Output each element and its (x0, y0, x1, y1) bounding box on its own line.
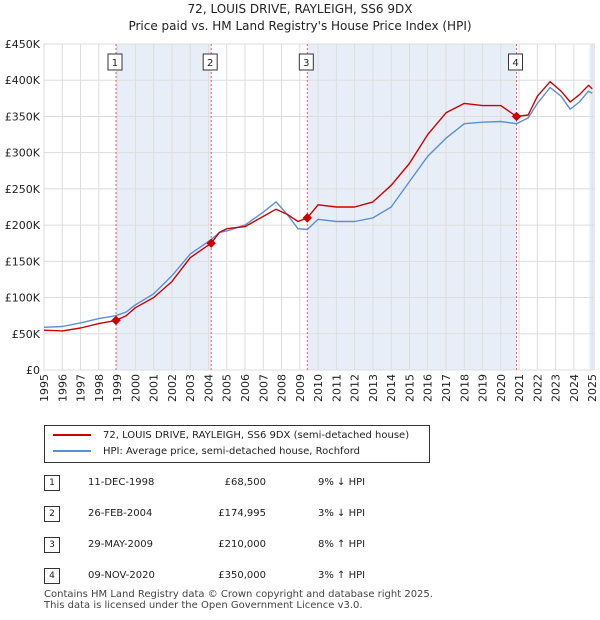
y-tick-label: £250K (5, 183, 41, 196)
sale-date: 11-DEC-1998 (88, 477, 155, 488)
title-line-2: Price paid vs. HM Land Registry's House … (128, 19, 472, 33)
legend-hpi-swatch (53, 450, 91, 452)
x-tick-label: 2019 (477, 374, 490, 402)
x-tick-label: 1999 (111, 374, 124, 402)
x-tick-label: 2014 (385, 374, 398, 402)
x-tick-label: 2008 (276, 374, 289, 402)
legend-item-hpi: HPI: Average price, semi-detached house,… (53, 444, 360, 460)
sale-marker-2 (206, 238, 216, 248)
x-tick-label: 2022 (531, 374, 544, 402)
footer-line-2: This data is licensed under the Open Gov… (44, 600, 363, 611)
x-tick-label: 2016 (422, 374, 435, 402)
sale-marker-3 (302, 213, 313, 223)
grid-lines (43, 43, 594, 371)
x-tick-label: 2021 (513, 374, 526, 402)
sale-label-1: 1 (112, 58, 118, 69)
legend-item-property: 72, LOUIS DRIVE, RAYLEIGH, SS6 9DX (semi… (53, 428, 409, 444)
sale-date: 09-NOV-2020 (88, 570, 155, 581)
y-tick-label: £350K (5, 110, 41, 123)
chart-title: 72, LOUIS DRIVE, RAYLEIGH, SS6 9DX Price… (0, 0, 600, 35)
title-line-1: 72, LOUIS DRIVE, RAYLEIGH, SS6 9DX (187, 2, 413, 16)
x-tick-label: 2006 (239, 374, 252, 402)
y-axis: £0 £50K £100K £150K £200K £250K £300K £350K £400… (5, 38, 41, 377)
x-tick-label: 2015 (403, 374, 416, 402)
sale-number-badge: 4 (44, 568, 60, 584)
sale-number-badge: 3 (44, 537, 60, 553)
sale-hpi-diff: 3% ↑ HPI (318, 570, 366, 581)
x-tick-label: 1995 (38, 374, 51, 402)
x-tick-label: 2009 (294, 374, 307, 402)
sale-label-3: 3 (303, 58, 309, 69)
x-tick-label: 1997 (75, 374, 88, 402)
y-tick-label: £150K (5, 255, 41, 268)
x-tick-label: 2020 (495, 374, 508, 402)
y-tick-label: £300K (5, 147, 41, 160)
legend: 72, LOUIS DRIVE, RAYLEIGH, SS6 9DX (semi… (44, 425, 430, 463)
legend-property-swatch (53, 434, 91, 436)
x-tick-label: 2003 (184, 374, 197, 402)
sale-label-box-2 (202, 53, 218, 71)
hpi-line (43, 86, 593, 328)
sale-date: 26-FEB-2004 (88, 508, 153, 519)
y-tick-label: £100K (5, 292, 41, 305)
x-tick-label: 2018 (458, 374, 471, 402)
sale-row-4: 4 09-NOV-2020 £350,000 3% ↑ HPI (0, 566, 600, 586)
x-tick-label: 2001 (148, 374, 161, 402)
y-tick-label: £200K (5, 219, 41, 232)
sale-marker-4 (511, 111, 522, 122)
sale-hpi-diff: 9% ↓ HPI (318, 477, 366, 488)
sale-label-box-1 (107, 53, 123, 71)
x-tick-label: 2023 (550, 374, 563, 402)
x-tick-label: 2024 (568, 374, 581, 402)
footer-line-1: Contains HM Land Registry data © Crown c… (44, 589, 433, 600)
sale-price: £210,000 (218, 539, 266, 550)
x-axis: 1995 1996 1997 1998 1999 2000 2001 2002 2003 2004… (38, 374, 599, 402)
legend-hpi-label: HPI: Average price, semi-detached house,… (103, 446, 360, 457)
x-tick-label: 1998 (93, 374, 106, 402)
sale-price: £174,995 (218, 508, 266, 519)
sale-label-box-3 (298, 53, 314, 71)
y-tick-label: £0 (26, 364, 40, 377)
x-tick-label: 2012 (349, 374, 362, 402)
sale-row-2: 2 26-FEB-2004 £174,995 3% ↓ HPI (0, 504, 600, 524)
sale-price: £68,500 (224, 477, 266, 488)
footer-attribution: Contains HM Land Registry data © Crown c… (44, 589, 433, 611)
y-tick-label: £400K (5, 74, 41, 87)
x-tick-label: 2011 (330, 374, 343, 402)
sale-number-badge: 1 (44, 475, 60, 491)
sale-number-badge: 2 (44, 506, 60, 522)
sale-hpi-diff: 3% ↓ HPI (318, 508, 366, 519)
y-tick-label: £50K (12, 328, 41, 341)
sale-price: £350,000 (218, 570, 266, 581)
property-price-line (43, 81, 593, 332)
series-lines (43, 81, 593, 332)
x-tick-label: 2000 (129, 374, 142, 402)
x-tick-label: 2025 (586, 374, 599, 402)
x-tick-label: 2013 (367, 374, 380, 402)
price-chart: 1 2 3 4 £0 £50K £100K £150K £200K £250K £300K £350… (5, 38, 599, 402)
shade-period-1-2 (115, 44, 212, 370)
sale-markers (111, 111, 522, 326)
x-tick-label: 2005 (221, 374, 234, 402)
sale-marker-1 (111, 315, 121, 326)
sale-label-box-4 (508, 53, 524, 71)
y-tick-label: £450K (5, 38, 41, 51)
x-tick-label: 2017 (440, 374, 453, 402)
x-tick-label: 1996 (56, 374, 69, 402)
x-tick-label: 2010 (312, 374, 325, 402)
sale-row-1: 1 11-DEC-1998 £68,500 9% ↓ HPI (0, 473, 600, 493)
x-tick-label: 2007 (257, 374, 270, 402)
sale-label-2: 2 (207, 58, 213, 69)
legend-property-label: 72, LOUIS DRIVE, RAYLEIGH, SS6 9DX (semi… (103, 430, 410, 441)
x-tick-label: 2004 (202, 374, 215, 402)
sale-date: 29-MAY-2009 (88, 539, 154, 550)
sale-row-3: 3 29-MAY-2009 £210,000 8% ↑ HPI (0, 535, 600, 555)
sale-label-4: 4 (512, 58, 518, 69)
sale-vertical-lines: 1 2 3 4 (107, 44, 524, 370)
x-tick-label: 2002 (166, 374, 179, 402)
sale-hpi-diff: 8% ↑ HPI (318, 539, 366, 550)
